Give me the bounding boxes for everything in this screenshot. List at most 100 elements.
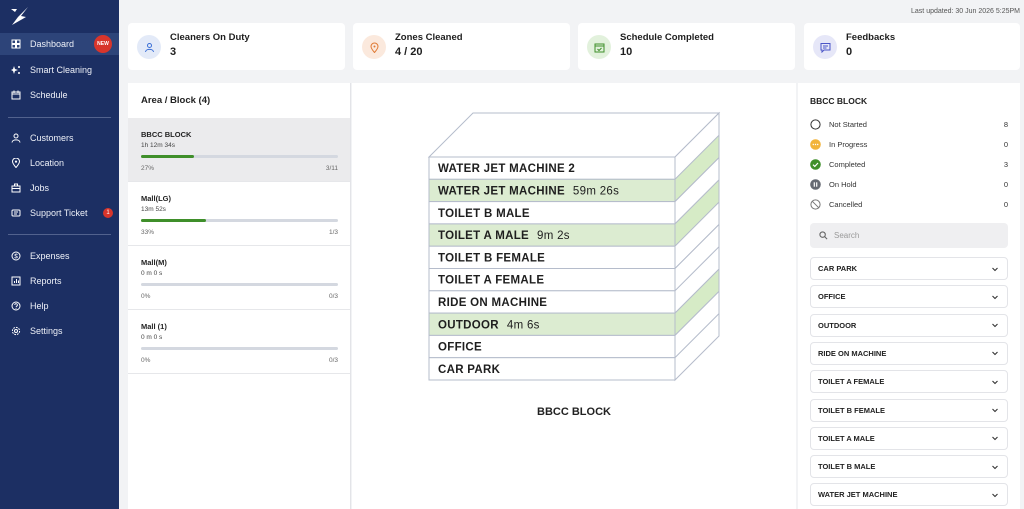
sidebar-item-label: Expenses	[30, 251, 70, 261]
status-label: On Hold	[829, 179, 857, 189]
area-item[interactable]: BBCC BLOCK 1h 12m 34s 27% 3/11	[128, 118, 350, 182]
floor-name: TOILET A FEMALE	[438, 275, 544, 287]
floor-label: RIDE ON MACHINE	[438, 297, 547, 309]
search-box[interactable]	[810, 223, 1008, 248]
stat-card-schedule-completed: Schedule Completed 10	[578, 23, 795, 70]
floor-label: CAR PARK	[438, 364, 501, 376]
grid-icon	[11, 39, 21, 49]
floor-name: WATER JET MACHINE	[438, 185, 565, 197]
zone-label: TOILET A FEMALE	[818, 377, 885, 387]
area-item[interactable]: Mall (1) 0 m 0 s 0% 0/3	[128, 310, 350, 374]
dots-icon	[810, 138, 821, 150]
help-icon	[11, 301, 21, 311]
status-count: 8	[1003, 119, 1008, 129]
area-duration: 0 m 0 s	[141, 270, 163, 277]
chevron-down-icon	[991, 491, 999, 499]
area-item[interactable]: Mall(M) 0 m 0 s 0% 0/3	[128, 246, 350, 310]
zone-accordion[interactable]: OUTDOOR	[810, 313, 1008, 337]
zone-accordion[interactable]: TOILET A FEMALE	[810, 370, 1008, 394]
zone-accordion[interactable]: TOILET A MALE	[810, 426, 1008, 450]
area-progress-fill	[141, 155, 195, 158]
floor-name: CAR PARK	[438, 364, 501, 376]
zone-accordion[interactable]: TOILET B MALE	[810, 455, 1008, 479]
floor-name: RIDE ON MACHINE	[438, 297, 547, 309]
area-count: 1/3	[328, 229, 338, 236]
floor-label: TOILET B MALE	[438, 208, 530, 220]
chevron-down-icon	[991, 265, 999, 273]
area-percent: 0%	[141, 357, 151, 364]
location-icon	[362, 35, 386, 59]
sidebar-item-location[interactable]: Location	[0, 152, 119, 174]
sidebar-item-jobs[interactable]: Jobs	[0, 177, 119, 199]
sidebar-item-label: Customers	[30, 133, 74, 143]
area-progress-bar	[141, 155, 338, 158]
sidebar-item-customers[interactable]: Customers	[0, 127, 119, 149]
status-not-started: Not Started 8	[810, 117, 1008, 131]
sidebar-item-dashboard[interactable]: Dashboard NEW	[0, 33, 119, 55]
chart-icon	[11, 276, 21, 286]
gear-icon	[11, 326, 21, 336]
area-count: 0/3	[328, 293, 338, 300]
chevron-down-icon	[991, 378, 999, 386]
pin-icon	[11, 158, 21, 168]
floor-name: TOILET B MALE	[438, 208, 530, 220]
zone-accordion[interactable]: RIDE ON MACHINE	[810, 341, 1008, 365]
zone-label: RIDE ON MACHINE	[818, 348, 887, 358]
sparkle-icon	[11, 65, 21, 75]
sidebar-item-reports[interactable]: Reports	[0, 270, 119, 292]
search-input[interactable]	[834, 231, 994, 240]
chevron-down-icon	[991, 321, 999, 329]
status-panel-title: BBCC BLOCK	[810, 96, 868, 106]
stat-card-zones-cleaned: Zones Cleaned 4 / 20	[353, 23, 570, 70]
ticket-count-badge: 1	[103, 208, 113, 218]
sidebar-item-label: Dashboard	[30, 39, 75, 49]
status-on-hold: On Hold 0	[810, 177, 1008, 191]
zone-accordion[interactable]: OFFICE	[810, 285, 1008, 309]
chevron-down-icon	[991, 434, 999, 442]
chevron-down-icon	[991, 406, 999, 414]
stat-card-cleaners-on-duty: Cleaners On Duty 3	[128, 23, 345, 70]
check-circle-icon	[810, 158, 821, 170]
sidebar-item-label: Jobs	[30, 183, 50, 193]
sidebar-item-smart-cleaning[interactable]: Smart Cleaning	[0, 59, 119, 81]
floor-time: 4m 6s	[507, 319, 540, 331]
zone-label: TOILET A MALE	[818, 433, 875, 443]
floor-label: WATER JET MACHINE 59m 26s	[438, 185, 619, 197]
sidebar-item-support-ticket[interactable]: Support Ticket 1	[0, 202, 119, 224]
area-progress-fill	[141, 219, 206, 222]
building-diagram: WATER JET MACHINE 2 WATER JET MACHINE 59m …	[427, 111, 721, 382]
chevron-down-icon	[991, 463, 999, 471]
status-label: In Progress	[829, 139, 868, 149]
status-completed: Completed 3	[810, 157, 1008, 171]
zone-label: OUTDOOR	[818, 320, 857, 330]
chevron-down-icon	[991, 349, 999, 357]
zone-accordion[interactable]: WATER JET MACHINE	[810, 483, 1008, 507]
building-top-face	[427, 112, 721, 158]
stat-value: 10	[620, 46, 633, 58]
sidebar-item-settings[interactable]: Settings	[0, 320, 119, 342]
area-item[interactable]: Mall(LG) 13m 52s 33% 1/3	[128, 182, 350, 246]
floor-name: TOILET B FEMALE	[438, 252, 545, 264]
sidebar-item-help[interactable]: Help	[0, 295, 119, 317]
floor-label: WATER JET MACHINE 2	[438, 163, 575, 175]
user-icon	[11, 133, 21, 143]
sidebar-item-schedule[interactable]: Schedule	[0, 84, 119, 106]
stat-label: Feedbacks	[846, 32, 896, 43]
stat-value: 0	[846, 46, 853, 58]
ticket-icon	[11, 208, 21, 218]
floor-name: OUTDOOR	[438, 319, 499, 331]
calendar-icon	[11, 90, 21, 100]
zone-accordion[interactable]: TOILET B FEMALE	[810, 398, 1008, 422]
floor-name: OFFICE	[438, 342, 482, 354]
status-count: 3	[1003, 159, 1008, 169]
area-progress-bar	[141, 283, 338, 286]
stat-label: Schedule Completed	[620, 32, 714, 43]
sidebar-item-expenses[interactable]: Expenses	[0, 245, 119, 267]
area-name: Mall (1)	[141, 322, 167, 331]
area-duration: 0 m 0 s	[141, 334, 163, 341]
sidebar-item-label: Location	[30, 158, 65, 168]
floor-car-park[interactable]	[428, 357, 676, 381]
zone-accordion[interactable]: CAR PARK	[810, 257, 1008, 280]
logo-icon[interactable]	[8, 5, 30, 27]
zone-label: TOILET B FEMALE	[818, 405, 885, 415]
